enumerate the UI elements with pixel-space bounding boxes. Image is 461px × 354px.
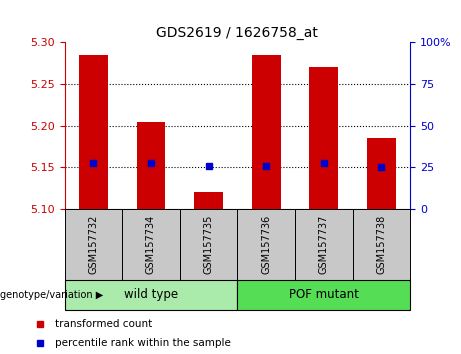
Text: GSM157738: GSM157738	[377, 215, 386, 274]
Text: POF mutant: POF mutant	[289, 288, 359, 301]
Text: GSM157735: GSM157735	[204, 215, 213, 274]
Bar	[65, 209, 122, 280]
Text: percentile rank within the sample: percentile rank within the sample	[55, 338, 230, 348]
Bar	[65, 280, 237, 310]
Bar	[353, 209, 410, 280]
Bar	[237, 209, 295, 280]
Text: GSM157732: GSM157732	[89, 215, 98, 274]
Bar	[136, 121, 165, 209]
Bar	[295, 209, 353, 280]
Text: wild type: wild type	[124, 288, 178, 301]
Bar	[79, 55, 108, 209]
Bar	[237, 280, 410, 310]
Text: GSM157736: GSM157736	[261, 215, 271, 274]
Text: genotype/variation ▶: genotype/variation ▶	[0, 290, 103, 300]
Text: GSM157737: GSM157737	[319, 215, 329, 274]
Text: GSM157734: GSM157734	[146, 215, 156, 274]
Bar	[309, 67, 338, 209]
Bar	[180, 209, 237, 280]
Text: transformed count: transformed count	[55, 319, 152, 329]
Bar	[367, 138, 396, 209]
Bar	[122, 209, 180, 280]
Bar	[194, 192, 223, 209]
Title: GDS2619 / 1626758_at: GDS2619 / 1626758_at	[156, 26, 319, 40]
Bar	[252, 55, 281, 209]
